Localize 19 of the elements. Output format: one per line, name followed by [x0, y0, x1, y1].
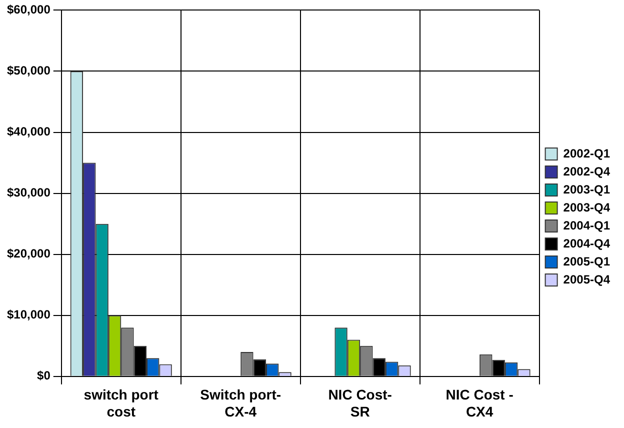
- y-tick-label: $60,000: [6, 2, 51, 17]
- x-tick-label: NIC Cost-SR: [328, 386, 392, 420]
- y-tick-label: $10,000: [6, 308, 51, 322]
- legend-label: 2005-Q4: [563, 272, 610, 286]
- x-tick-label: NIC Cost -CX4: [446, 386, 514, 420]
- y-tick-label: $20,000: [6, 246, 51, 261]
- legend-label: 2004-Q1: [563, 218, 610, 232]
- legend-label: 2003-Q1: [563, 182, 610, 196]
- y-tick-label: $40,000: [6, 124, 51, 139]
- legend-label: 2005-Q1: [563, 254, 610, 268]
- legend-label: 2003-Q4: [563, 200, 610, 214]
- y-tick-label: $0: [37, 368, 51, 383]
- x-tick-label: switch port cost: [84, 386, 159, 420]
- legend-label: 2002-Q1: [563, 146, 610, 160]
- y-tick-label: $50,000: [6, 64, 51, 78]
- legend-label: 2002-Q4: [563, 164, 610, 178]
- legend-label: 2004-Q4: [563, 236, 610, 250]
- y-tick-label: $30,000: [6, 186, 51, 200]
- x-tick-label: Switch port-CX-4: [200, 386, 282, 420]
